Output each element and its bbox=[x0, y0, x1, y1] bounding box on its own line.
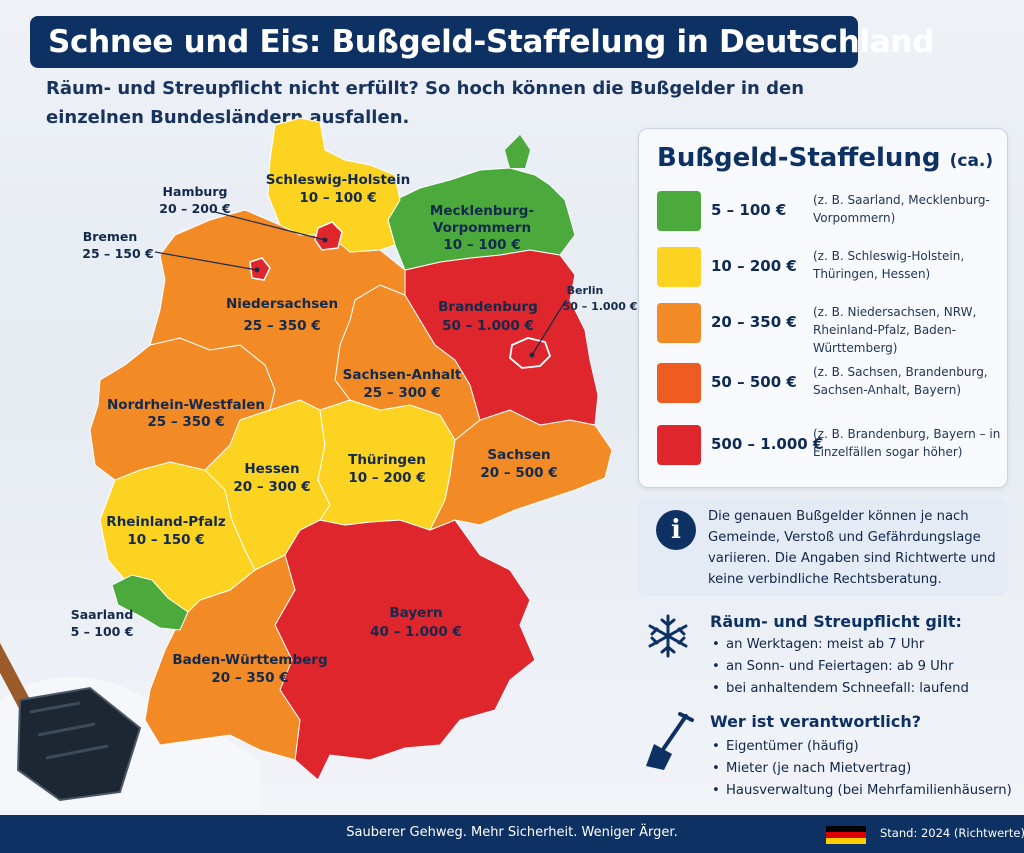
list-item: bei anhaltendem Schneefall: laufend bbox=[712, 678, 1012, 700]
legend-examples: (z. B. Brandenburg, Bayern – in Einzelfä… bbox=[813, 427, 1001, 459]
label-thueringen: Thüringen bbox=[348, 452, 426, 468]
germany-map: Schleswig-Holstein 10 – 100 € Mecklenbur… bbox=[0, 117, 638, 810]
legend-range: 10 – 200 € bbox=[711, 257, 797, 275]
state-saarland[interactable] bbox=[111, 574, 189, 631]
bremen-dot bbox=[254, 267, 260, 273]
legend-title-suffix: (ca.) bbox=[949, 151, 994, 171]
label-sachsen: Sachsen bbox=[487, 447, 550, 463]
bremen-leader bbox=[154, 251, 258, 271]
legend-examples: (z. B. Niedersachsen, NRW, Rheinland-Pfa… bbox=[813, 305, 977, 355]
legend-title-text: Bußgeld-Staffelung bbox=[657, 143, 941, 173]
legend-panel: Bußgeld-Staffelung (ca.) 5 – 100 € (z. B… bbox=[638, 128, 1008, 488]
legend-examples: (z. B. Schleswig-Holstein, Thüringen, He… bbox=[813, 249, 965, 281]
page-title: Schnee und Eis: Bußgeld-Staffelung in De… bbox=[30, 16, 934, 68]
label-bayern: Bayern bbox=[389, 605, 442, 621]
legend-swatch-green bbox=[657, 191, 701, 231]
city-bremen[interactable] bbox=[249, 257, 271, 281]
range-baden-wuerttemberg: 20 – 350 € bbox=[211, 670, 288, 686]
berlin-dot bbox=[529, 352, 535, 358]
legend-range: 50 – 500 € bbox=[711, 373, 797, 391]
range-brandenburg: 50 – 1.000 € bbox=[442, 318, 534, 334]
berlin-leader bbox=[531, 299, 567, 356]
range-sachsen-anhalt: 25 – 300 € bbox=[363, 385, 440, 401]
list-item: Eigentümer (häufig) bbox=[712, 736, 1012, 758]
responsible-list: Eigentümer (häufig) Mieter (je nach Miet… bbox=[712, 736, 1012, 802]
footer: Sauberer Gehweg. Mehr Sicherheit. Wenige… bbox=[0, 815, 1024, 853]
duty-title: Räum- und Streupflicht gilt: bbox=[710, 612, 962, 631]
state-bayern[interactable] bbox=[274, 519, 536, 781]
range-bremen: 25 – 150 € bbox=[82, 246, 154, 261]
range-sachsen: 20 – 500 € bbox=[480, 465, 557, 481]
label-berlin: Berlin bbox=[567, 284, 604, 297]
city-hamburg[interactable] bbox=[314, 221, 343, 251]
range-thueringen: 10 – 200 € bbox=[348, 470, 425, 486]
label-schleswig-holstein: Schleswig-Holstein bbox=[266, 172, 411, 188]
label-bremen: Bremen bbox=[83, 229, 138, 244]
info-icon: i bbox=[656, 510, 696, 550]
range-bayern: 40 – 1.000 € bbox=[370, 624, 462, 640]
shovel-icon bbox=[646, 712, 694, 770]
hamburg-leader bbox=[214, 211, 326, 241]
list-item: Mieter (je nach Mietvertrag) bbox=[712, 758, 1012, 780]
snowflake-icon bbox=[648, 614, 688, 658]
label-mecklenburg: Mecklenburg- bbox=[430, 203, 534, 219]
legend-swatch-red bbox=[657, 425, 701, 465]
label-nordrhein-westfalen: Nordrhein-Westfalen bbox=[107, 397, 265, 413]
legend-range: 500 – 1.000 € bbox=[711, 435, 824, 453]
range-mecklenburg-vorpommern: 10 – 100 € bbox=[443, 237, 520, 253]
state-mecklenburg-vorpommern[interactable] bbox=[387, 167, 576, 271]
range-berlin: 50 – 1.000 € bbox=[563, 300, 638, 313]
legend-row: 5 – 100 € (z. B. Saarland, Mecklenburg-V… bbox=[657, 191, 997, 237]
label-saarland: Saarland bbox=[71, 607, 134, 622]
legend-range: 20 – 350 € bbox=[711, 313, 797, 331]
range-schleswig-holstein: 10 – 100 € bbox=[299, 190, 376, 206]
duty-list: an Werktagen: meist ab 7 Uhr an Sonn- un… bbox=[712, 634, 1012, 700]
germany-flag-icon bbox=[826, 826, 866, 844]
responsible-title: Wer ist verantwortlich? bbox=[710, 712, 922, 731]
legend-examples: (z. B. Saarland, Mecklenburg-Vorpommern) bbox=[813, 193, 990, 225]
legend-row: 20 – 350 € (z. B. Niedersachsen, NRW, Rh… bbox=[657, 303, 997, 355]
legend-title: Bußgeld-Staffelung (ca.) bbox=[657, 143, 993, 173]
label-vorpommern: Vorpommern bbox=[433, 220, 531, 236]
footer-stand: Stand: 2024 (Richtwerte) bbox=[880, 826, 1024, 840]
range-rheinland-pfalz: 10 – 150 € bbox=[127, 532, 204, 548]
shovel-illustration bbox=[0, 603, 142, 802]
legend-range: 5 – 100 € bbox=[711, 201, 787, 219]
legend-row: 500 – 1.000 € (z. B. Brandenburg, Bayern… bbox=[657, 425, 1000, 471]
info-box: i Die genauen Bußgelder können je nach G… bbox=[638, 498, 1008, 596]
state-schleswig-holstein[interactable] bbox=[267, 117, 401, 253]
label-hessen: Hessen bbox=[244, 461, 299, 477]
range-niedersachsen: 25 – 350 € bbox=[243, 318, 320, 334]
range-nordrhein-westfalen: 25 – 350 € bbox=[147, 414, 224, 430]
legend-swatch-yellow bbox=[657, 247, 701, 287]
legend-swatch-orange bbox=[657, 303, 701, 343]
info-text: Die genauen Bußgelder können je nach Gem… bbox=[708, 509, 996, 587]
label-hamburg: Hamburg bbox=[163, 184, 228, 199]
island-ruegen bbox=[505, 135, 530, 168]
legend-row: 50 – 500 € (z. B. Sachsen, Brandenburg, … bbox=[657, 363, 997, 409]
legend-examples: (z. B. Sachsen, Brandenburg, Sachsen-Anh… bbox=[813, 365, 988, 397]
legend-row: 10 – 200 € (z. B. Schleswig-Holstein, Th… bbox=[657, 247, 997, 293]
list-item: Hausverwaltung (bei Mehrfamilienhäusern) bbox=[712, 780, 1012, 802]
list-item: an Werktagen: meist ab 7 Uhr bbox=[712, 634, 1012, 656]
range-saarland: 5 – 100 € bbox=[71, 624, 134, 639]
label-sachsen-anhalt: Sachsen-Anhalt bbox=[343, 367, 462, 383]
city-berlin[interactable] bbox=[509, 337, 552, 369]
label-baden-wuerttemberg: Baden-Württemberg bbox=[172, 652, 327, 668]
range-hamburg: 20 – 200 € bbox=[159, 201, 231, 216]
label-brandenburg: Brandenburg bbox=[438, 299, 538, 315]
footer-slogan: Sauberer Gehweg. Mehr Sicherheit. Wenige… bbox=[346, 825, 678, 840]
label-rheinland-pfalz: Rheinland-Pfalz bbox=[106, 514, 226, 530]
legend-swatch-dark-orange bbox=[657, 363, 701, 403]
hamburg-dot bbox=[322, 237, 328, 243]
list-item: an Sonn- und Feiertagen: ab 9 Uhr bbox=[712, 656, 1012, 678]
range-hessen: 20 – 300 € bbox=[233, 479, 310, 495]
label-niedersachsen: Niedersachsen bbox=[226, 296, 338, 312]
